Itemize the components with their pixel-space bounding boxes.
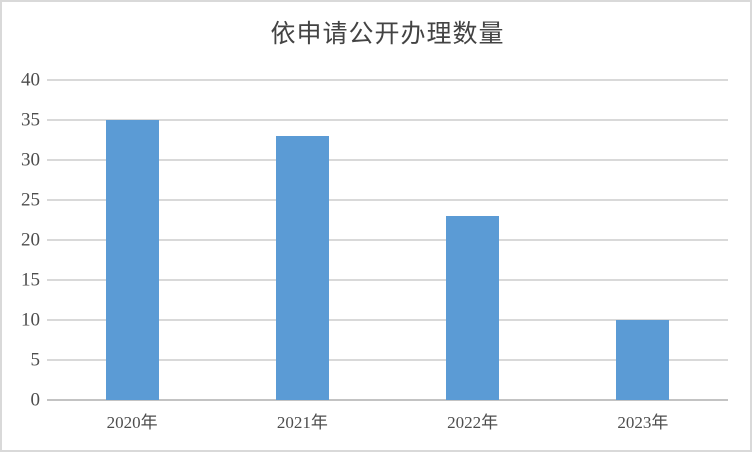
x-tick-label: 2020年 xyxy=(106,413,158,432)
y-tick-label: 35 xyxy=(21,109,40,131)
gridline xyxy=(47,279,728,281)
y-tick-label: 15 xyxy=(21,269,40,291)
y-tick-label: 40 xyxy=(21,69,40,91)
gridline xyxy=(47,319,728,321)
gridline xyxy=(47,119,728,121)
gridline xyxy=(47,199,728,201)
chart-title: 依申请公开办理数量 xyxy=(270,21,505,48)
gridline xyxy=(47,359,728,361)
y-tick-label: 10 xyxy=(21,309,40,331)
y-tick-label: 5 xyxy=(30,349,41,371)
x-tick-label: 2023年 xyxy=(617,413,669,432)
gridline xyxy=(47,159,728,161)
gridline xyxy=(47,239,728,241)
bar-2021年 xyxy=(275,136,329,400)
y-tick-label: 0 xyxy=(30,389,41,411)
gridline xyxy=(47,79,728,81)
bar-2020年 xyxy=(105,120,159,400)
bar-2023年 xyxy=(616,320,670,400)
x-tick-label: 2022年 xyxy=(447,413,499,432)
y-tick-label: 20 xyxy=(21,229,40,251)
y-tick-label: 25 xyxy=(21,189,40,211)
plot-area xyxy=(47,79,728,401)
bar-2022年 xyxy=(446,216,500,400)
x-tick-label: 2021年 xyxy=(276,413,328,432)
x-axis-line xyxy=(47,399,728,401)
y-tick-label: 30 xyxy=(21,149,40,171)
